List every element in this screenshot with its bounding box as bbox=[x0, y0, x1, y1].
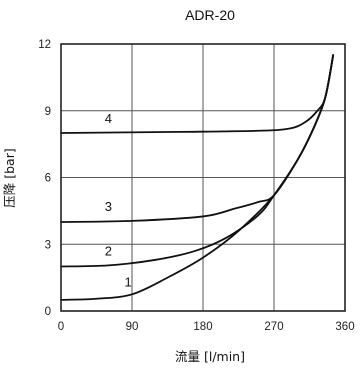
series-3-label: 3 bbox=[105, 199, 112, 214]
series-1-label: 1 bbox=[124, 275, 131, 290]
y-tick-label: 3 bbox=[45, 239, 51, 251]
series-4-curve bbox=[60, 54, 335, 134]
x-tick-label: 270 bbox=[264, 321, 283, 333]
y-tick-label: 6 bbox=[45, 173, 51, 185]
series-2-label: 2 bbox=[105, 243, 112, 258]
y-axis-label: 压降 [bar] bbox=[2, 148, 17, 207]
x-tick-label: 0 bbox=[58, 321, 64, 333]
x-axis-label: 流量 [l/min] bbox=[175, 349, 245, 364]
y-tick-label: 0 bbox=[45, 306, 51, 318]
series-2-curve bbox=[60, 54, 335, 268]
y-tick-label: 12 bbox=[38, 39, 51, 51]
series-3-curve bbox=[60, 54, 335, 223]
grid bbox=[61, 44, 345, 311]
y-tick-label: 9 bbox=[45, 106, 51, 118]
series-4-label: 4 bbox=[105, 111, 112, 126]
x-tick-label: 360 bbox=[335, 321, 354, 333]
chart-title: ADR-20 bbox=[185, 7, 235, 23]
x-tick-label: 90 bbox=[126, 321, 139, 333]
x-tick-label: 180 bbox=[193, 321, 212, 333]
plot-frame bbox=[60, 43, 346, 312]
curve-labels: 1 2 3 4 bbox=[105, 111, 132, 290]
curves bbox=[60, 54, 335, 301]
